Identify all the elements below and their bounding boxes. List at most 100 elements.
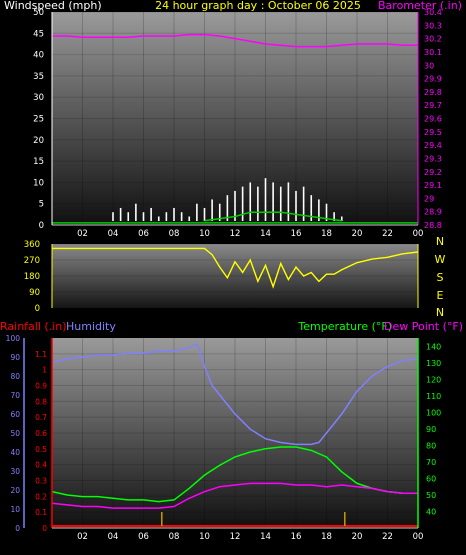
rainfall-tick-label: 0.7 <box>35 413 47 422</box>
temperature-panel-background <box>52 338 418 528</box>
humidity-tick-label: 30 <box>10 467 20 476</box>
humidity-line <box>51 342 419 446</box>
temperature-tick-label: 120 <box>426 375 441 384</box>
humidity-tick-label: 70 <box>10 391 20 400</box>
barometer-tick-label: 29.1 <box>424 181 442 190</box>
windspeed-tick-label: 30 <box>33 93 44 103</box>
barometer-tick-label: 29.3 <box>424 154 442 163</box>
rainfall-axis-title: Rainfall (.in) <box>0 320 67 333</box>
barometer-line <box>52 33 418 48</box>
compass-label: S <box>437 271 444 284</box>
windspeed-tick-label: 35 <box>33 72 44 82</box>
direction-panel-background <box>52 244 418 308</box>
wind-tick-label: 10 <box>199 229 210 239</box>
dewpoint-axis-title: Dew Point (°F) <box>384 320 463 333</box>
humidity-tick-label: 20 <box>10 486 20 495</box>
rainfall-tick-label: 0.4 <box>35 461 47 470</box>
temperature-tick-label: 00 <box>413 532 424 542</box>
temperature-line <box>51 446 418 503</box>
temperature-tick-label: 08 <box>169 532 180 542</box>
temperature-tick-label: 14 <box>260 532 271 542</box>
rainfall-tick-label: 0 <box>42 524 47 533</box>
direction-tick-label: 270 <box>24 256 40 266</box>
temperature-tick-label: 70 <box>426 458 436 467</box>
wind-panel-background <box>52 12 418 225</box>
windspeed-tick-label: 40 <box>33 51 44 61</box>
barometer-tick-label: 30.3 <box>424 21 442 30</box>
rainfall-tick-label: 0.8 <box>35 397 47 406</box>
humidity-tick-label: 80 <box>10 372 20 381</box>
wind-tick-label: 00 <box>413 229 424 239</box>
windspeed-tick-label: 45 <box>33 29 44 39</box>
compass-label: E <box>437 289 444 302</box>
direction-tick-label: 0 <box>35 304 40 314</box>
barometer-tick-label: 29.9 <box>424 75 442 84</box>
barometer-tick-label: 29 <box>424 194 434 203</box>
compass-label: W <box>435 253 446 266</box>
wind-tick-label: 02 <box>77 229 88 239</box>
temperature-tick-label: 06 <box>138 532 149 542</box>
barometer-tick-label: 29.8 <box>424 88 442 97</box>
wind-tick-label: 12 <box>230 229 241 239</box>
temperature-tick-label: 02 <box>77 532 88 542</box>
barometer-tick-label: 28.9 <box>424 208 442 217</box>
barometer-tick-label: 29.2 <box>424 168 442 177</box>
windspeed-tick-label: 0 <box>39 221 44 231</box>
barometer-tick-label: 29.5 <box>424 128 442 137</box>
temperature-tick-label: 40 <box>426 507 436 516</box>
direction-tick-label: 90 <box>29 288 40 298</box>
temperature-tick-label: 16 <box>291 532 302 542</box>
humidity-tick-label: 10 <box>10 505 20 514</box>
windspeed-tick-label: 15 <box>33 157 44 167</box>
barometer-tick-label: 28.8 <box>424 221 442 230</box>
windspeed-axis-title: Windspeed (mph) <box>4 0 102 12</box>
humidity-tick-label: 60 <box>10 410 20 419</box>
barometer-tick-label: 29.6 <box>424 115 442 124</box>
wind-tick-label: 22 <box>382 229 393 239</box>
rainfall-tick-label: 0.5 <box>35 445 47 454</box>
windspeed-tick-label: 50 <box>33 8 44 18</box>
rainfall-tick-label: 0.1 <box>35 508 47 517</box>
temperature-tick-label: 18 <box>321 532 332 542</box>
humidity-tick-label: 50 <box>10 429 20 438</box>
temperature-tick-label: 60 <box>426 474 436 483</box>
humidity-tick-label: 100 <box>6 334 21 343</box>
temperature-axis-title: Temperature (°F) <box>297 320 392 333</box>
barometer-tick-label: 30.4 <box>424 8 442 17</box>
rainfall-tick-label: 1 <box>42 366 47 375</box>
barometer-tick-label: 29.7 <box>424 101 442 110</box>
rainfall-tick-label: 0.3 <box>35 477 47 486</box>
temperature-tick-label: 80 <box>426 441 436 450</box>
wind-direction-line <box>52 247 419 289</box>
barometer-axis-title: Barometer (.in) <box>378 0 462 12</box>
wind-tick-label: 18 <box>321 229 332 239</box>
temperature-tick-label: 50 <box>426 491 436 500</box>
temperature-tick-label: 20 <box>352 532 363 542</box>
windspeed-tick-label: 25 <box>33 115 44 125</box>
compass-label: N <box>436 306 444 319</box>
chart-title: 24 hour graph day : October 06 2025 <box>155 0 361 12</box>
wind-average-line <box>204 211 342 222</box>
windspeed-tick-label: 20 <box>33 136 44 146</box>
barometer-tick-label: 30 <box>424 61 434 70</box>
humidity-axis-title: Humidity <box>66 320 116 333</box>
wind-tick-label: 20 <box>352 229 363 239</box>
temperature-tick-label: 10 <box>199 532 210 542</box>
temperature-tick-label: 12 <box>230 532 241 542</box>
temperature-tick-label: 110 <box>426 392 441 401</box>
wind-tick-label: 08 <box>169 229 180 239</box>
humidity-tick-label: 40 <box>10 448 20 457</box>
wind-tick-label: 14 <box>260 229 271 239</box>
barometer-tick-label: 29.4 <box>424 141 442 150</box>
temperature-tick-label: 90 <box>426 425 436 434</box>
rainfall-tick-label: 0.2 <box>35 492 47 501</box>
humidity-tick-label: 0 <box>15 524 20 533</box>
rainfall-tick-label: 0.9 <box>35 382 47 391</box>
barometer-tick-label: 30.1 <box>424 48 442 57</box>
barometer-tick-label: 30.2 <box>424 35 442 44</box>
compass-label: N <box>436 235 444 248</box>
windspeed-tick-label: 10 <box>33 178 44 188</box>
wind-tick-label: 16 <box>291 229 302 239</box>
dewpoint-line <box>51 482 418 509</box>
